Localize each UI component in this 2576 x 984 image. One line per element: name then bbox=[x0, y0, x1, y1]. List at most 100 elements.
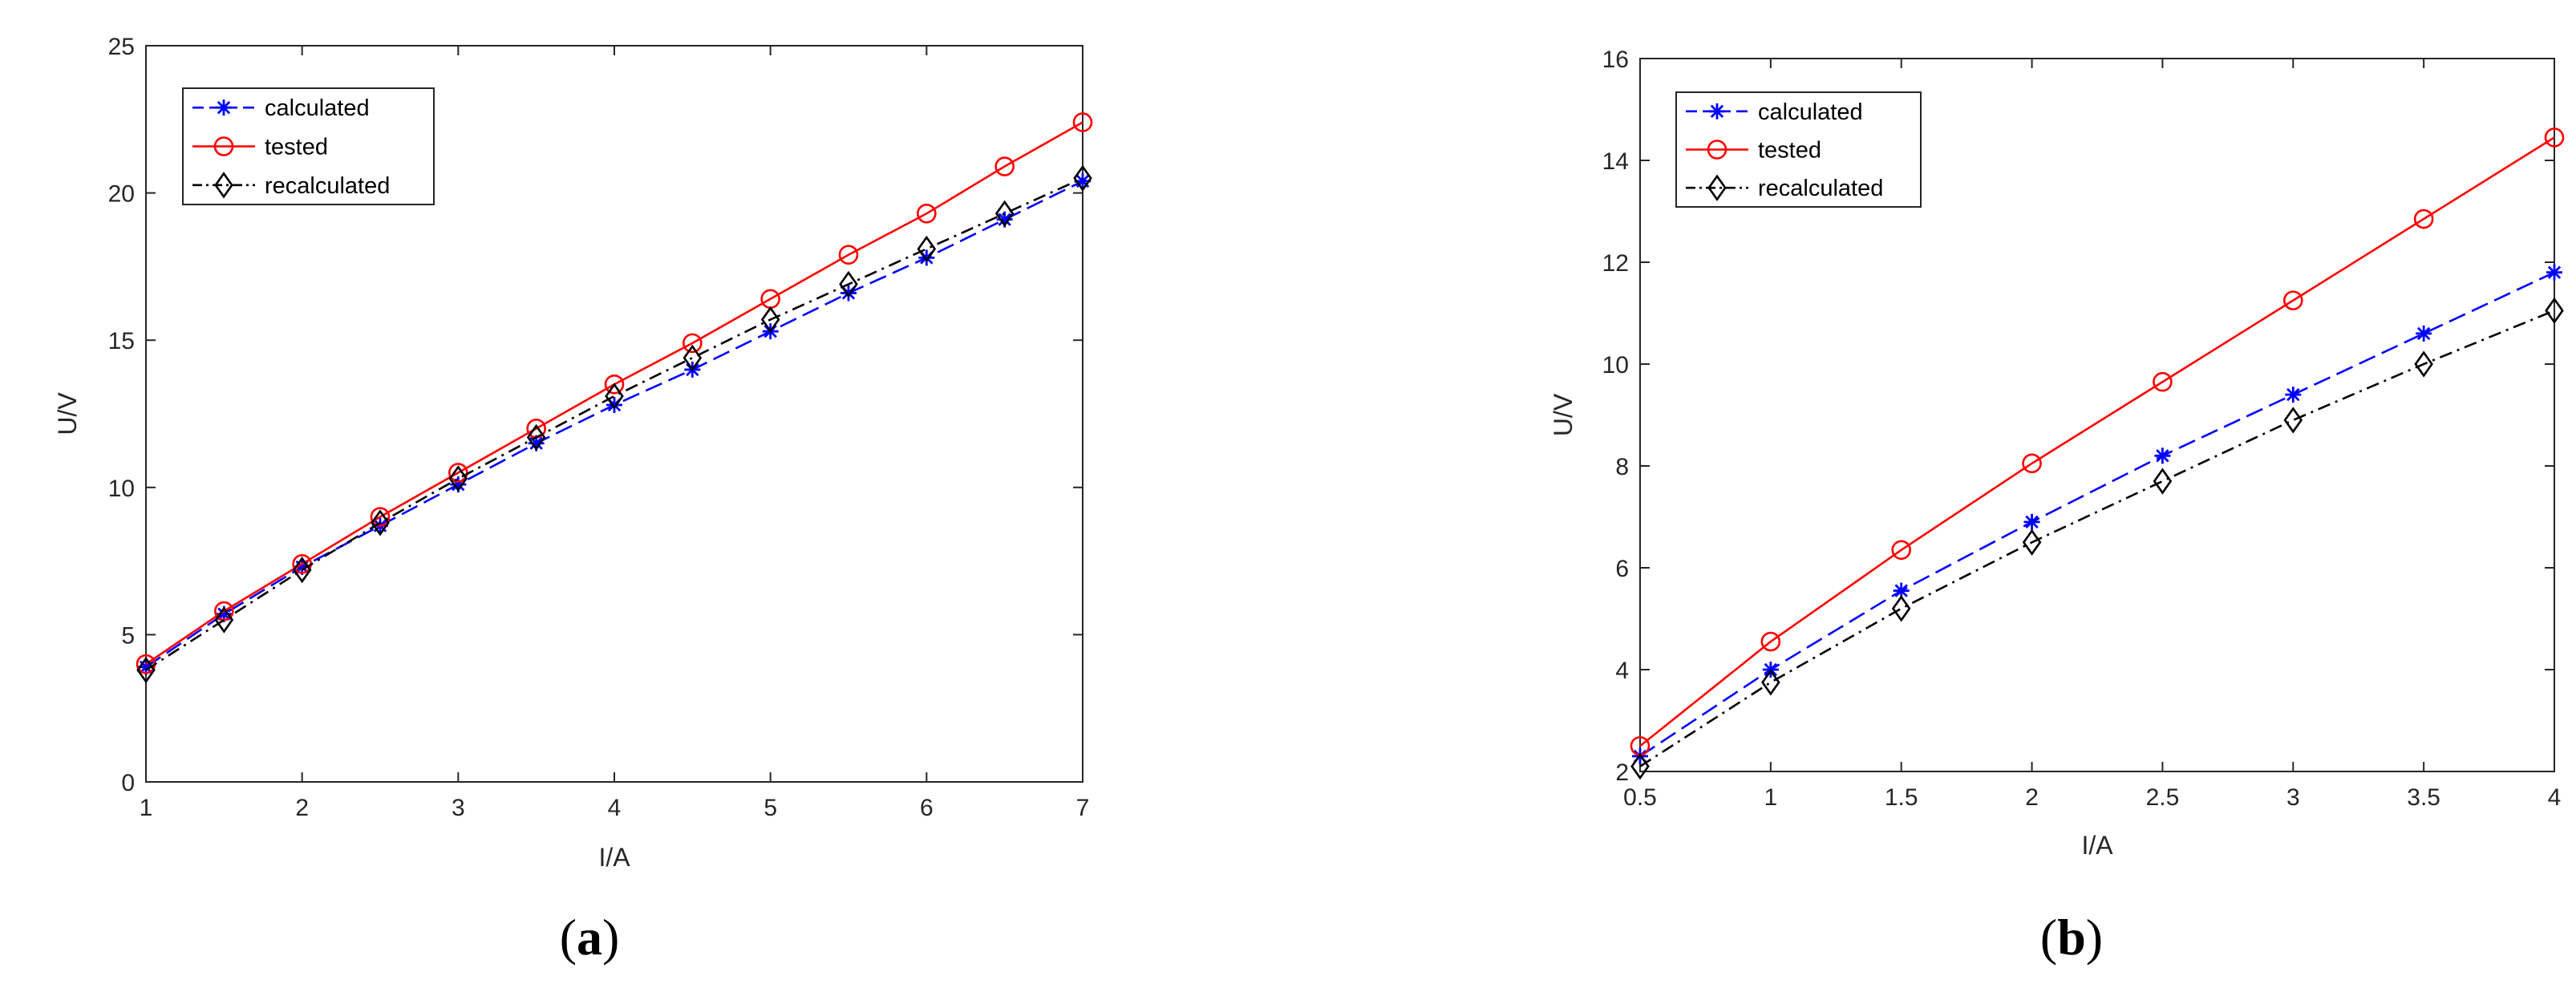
chart-b-y-tick-label: 16 bbox=[1602, 47, 1629, 73]
chart-a-legend-label: tested bbox=[265, 135, 328, 160]
chart-a-recalculated-point bbox=[371, 509, 390, 537]
chart-b-recalculated-point bbox=[2022, 528, 2042, 556]
chart-a-y-tick-label: 0 bbox=[121, 770, 135, 796]
caption-paren-open: ( bbox=[560, 909, 577, 966]
chart-b-legend-label: tested bbox=[1758, 138, 1821, 164]
chart-b-legend-swatch-marker bbox=[1707, 174, 1727, 201]
chart-a-recalculated-point bbox=[682, 344, 703, 371]
chart-a-x-tick-label: 3 bbox=[452, 795, 465, 821]
chart-b-calculated-point bbox=[2154, 447, 2171, 464]
chart-a-recalculated-point bbox=[994, 200, 1015, 227]
chart-a-tested-point bbox=[917, 204, 937, 224]
chart-a-tested-point bbox=[838, 245, 859, 265]
chart-b-y-tick-label: 4 bbox=[1615, 658, 1629, 684]
chart-a-x-tick-label: 1 bbox=[140, 795, 153, 821]
marker-stroke bbox=[998, 213, 1011, 226]
chart-a-recalculated-point bbox=[136, 656, 156, 684]
chart-b-y-tick-label: 12 bbox=[1602, 250, 1629, 277]
chart-a-tested-point bbox=[604, 374, 625, 395]
chart-b-series-tested bbox=[1630, 128, 2565, 756]
chart-b-x-tick-label: 1 bbox=[1764, 784, 1778, 811]
caption-paren-open: ( bbox=[2040, 909, 2057, 966]
chart-b-tested-point bbox=[2282, 290, 2303, 310]
chart-a-y-tick-label: 10 bbox=[108, 476, 135, 502]
chart-a-y-tick-label: 15 bbox=[108, 328, 135, 354]
chart-b-x-tick-label: 1.5 bbox=[1885, 784, 1918, 811]
chart-a-caption: (a) bbox=[560, 909, 620, 966]
chart-a-x-axis-label: I/A bbox=[598, 843, 630, 872]
chart-b-legend: calculated tested recalculated bbox=[1675, 91, 1922, 208]
marker-stroke bbox=[1894, 584, 1908, 597]
chart-b-tested-point bbox=[2544, 128, 2565, 148]
chart-b-tested-point bbox=[1760, 631, 1781, 652]
chart-b-legend-label: calculated bbox=[1758, 99, 1863, 125]
chart-a-x-tick-label: 4 bbox=[608, 795, 622, 821]
chart-b-recalculated-line bbox=[1639, 310, 2555, 767]
chart-b-calculated-point bbox=[2546, 264, 2562, 281]
chart-b-recalculated-point bbox=[1761, 669, 1780, 696]
chart-b-y-tick-label: 8 bbox=[1615, 454, 1629, 480]
chart-b-series-recalculated bbox=[1630, 297, 2564, 780]
marker-stroke bbox=[2025, 515, 2039, 529]
chart-b-x-tick-label: 2.5 bbox=[2146, 784, 2180, 811]
chart-a-x-tick-label: 5 bbox=[763, 795, 777, 821]
chart-b-recalculated-point bbox=[2414, 350, 2433, 378]
caption-paren-close: ) bbox=[2086, 909, 2103, 966]
chart-a-y-axis-label: U/V bbox=[53, 392, 82, 435]
chart-a-recalculated-point bbox=[448, 465, 468, 492]
chart-b-x-tick-label: 2 bbox=[2025, 784, 2039, 811]
chart-b-legend-label: recalculated bbox=[1758, 176, 1883, 201]
chart-b-y-tick-label: 6 bbox=[1615, 556, 1629, 582]
chart-b-recalculated-point bbox=[2545, 297, 2564, 324]
chart-b-recalculated-point bbox=[2283, 407, 2303, 434]
chart-a-x-tick-label: 7 bbox=[1076, 795, 1090, 821]
chart-a-tested-point bbox=[370, 507, 391, 527]
chart-a-series-recalculated bbox=[136, 164, 1092, 684]
chart-a-legend-swatch-marker bbox=[213, 136, 234, 156]
chart-b-caption: (b) bbox=[2040, 909, 2103, 966]
chart-a-tested-point bbox=[994, 156, 1015, 176]
chart-a-recalculated-point bbox=[292, 556, 312, 584]
chart-a-recalculated-point bbox=[214, 606, 234, 634]
chart-a-legend-label: calculated bbox=[265, 95, 370, 121]
chart-b-tested-line bbox=[1639, 136, 2555, 747]
chart-a-tested-point bbox=[682, 333, 703, 354]
chart-b-calculated-point bbox=[2285, 387, 2302, 403]
chart-b-tested-point bbox=[2022, 453, 2042, 474]
chart-b-y-tick-label: 14 bbox=[1602, 148, 1629, 175]
chart-a-recalculated-point bbox=[605, 383, 624, 410]
chart-b-recalculated-point bbox=[2153, 468, 2173, 495]
marker-stroke bbox=[2286, 387, 2300, 402]
chart-b-tested-point bbox=[1891, 540, 1912, 561]
chart-b: 0.5 1 1.5 2 2.5 3 3.5 4 2 4 6 8 10 12 14 16 I/A U/V calcul… bbox=[1549, 47, 2565, 966]
chart-a-y-tick-label: 25 bbox=[108, 34, 135, 60]
marker-stroke bbox=[217, 100, 231, 115]
chart-a-recalculated-point bbox=[760, 306, 780, 334]
chart-a-x-tick-label: 6 bbox=[920, 795, 934, 821]
chart-b-tested-point bbox=[2413, 209, 2434, 229]
marker-stroke bbox=[529, 436, 543, 450]
marker-stroke bbox=[2416, 326, 2431, 341]
caption-paren-close: ) bbox=[602, 909, 619, 966]
chart-b-calculated-line bbox=[1639, 271, 2555, 758]
chart-a-recalculated-point bbox=[917, 235, 937, 263]
chart-a-recalculated-point bbox=[526, 423, 546, 452]
marker-stroke bbox=[2156, 449, 2169, 463]
chart-b-x-tick-label: 3 bbox=[2286, 784, 2300, 811]
chart-a-y-tick-label: 5 bbox=[121, 622, 135, 649]
chart-a-legend-swatch-marker bbox=[216, 99, 232, 116]
chart-b-y-axis-label: U/V bbox=[1549, 393, 1578, 436]
chart-a-legend-swatch-marker bbox=[214, 172, 233, 199]
chart-b-legend-swatch-marker bbox=[1707, 140, 1727, 160]
chart-b-y-tick-label: 10 bbox=[1602, 352, 1629, 379]
chart-b-x-tick-label: 4 bbox=[2548, 784, 2562, 811]
chart-a-calculated-point bbox=[918, 249, 935, 266]
chart-b-x-axis-label: I/A bbox=[2081, 831, 2113, 860]
chart-a-tested-point bbox=[1072, 112, 1093, 132]
chart-b-calculated-point bbox=[2416, 325, 2432, 342]
chart-a-y-tick-label: 20 bbox=[108, 181, 135, 208]
caption-letter: b bbox=[2057, 909, 2086, 966]
caption-letter: a bbox=[577, 909, 602, 966]
chart-b-tested-point bbox=[2153, 371, 2173, 392]
